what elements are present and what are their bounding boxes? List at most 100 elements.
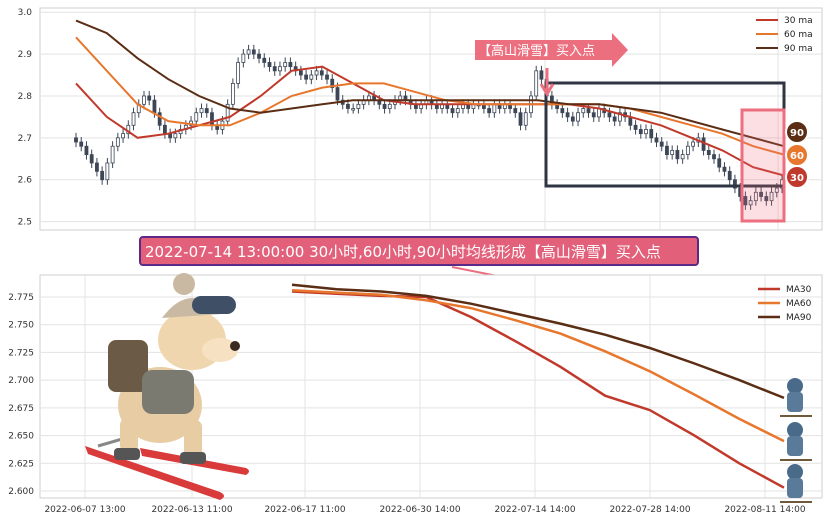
candle-body	[534, 70, 539, 97]
candle-body	[257, 53, 261, 59]
candle-body	[346, 103, 350, 109]
legend-label-60ma: 60 ma	[784, 30, 813, 40]
banner-text: 2022-07-14 13:00:00 30小时,60小时,90小时均线形成【高…	[145, 243, 661, 261]
candle-body	[518, 112, 523, 126]
ma-ytick-label: 2.750	[8, 321, 34, 331]
skier-icon	[780, 422, 812, 461]
candle-body	[225, 103, 230, 122]
candle-body	[173, 133, 178, 139]
dog-leg-back	[120, 418, 138, 452]
price-legend: 30 ma 60 ma 90 ma	[756, 16, 813, 54]
candle-body	[204, 108, 209, 114]
candle-body	[241, 53, 246, 63]
legend-label-ma60: MA60	[786, 299, 812, 309]
candle-body	[691, 141, 695, 147]
price-ma-line-30	[75, 65, 785, 177]
candle-body	[717, 158, 722, 168]
candle-body	[675, 150, 680, 160]
dog-boot-back	[114, 448, 140, 460]
ma-ytick-label: 2.775	[8, 293, 34, 303]
candle-body	[236, 62, 241, 84]
skier-head	[787, 464, 803, 480]
candle-body	[586, 108, 591, 114]
candle-body	[774, 187, 779, 193]
candle-body	[79, 141, 84, 147]
candle-body	[194, 112, 199, 122]
skier-head	[787, 422, 803, 438]
price-ytick-label: 2.6	[18, 176, 33, 186]
candle-body	[121, 133, 125, 139]
candle-body	[95, 162, 99, 172]
candle-body	[680, 154, 685, 160]
signal-banner: 2022-07-14 13:00:00 30小时,60小时,90小时均线形成【高…	[139, 236, 699, 287]
candle-body	[759, 191, 763, 197]
candle-body	[89, 154, 94, 164]
price-chart: 3.0 2.9 2.8 2.7 2.6 2.5 【高山滑雪】买入点 30 ma 60 ma…	[18, 7, 823, 231]
price-ma-lines	[75, 19, 785, 177]
dog-vest	[142, 370, 194, 414]
candle-body	[576, 112, 580, 122]
ma-ytick-label: 2.675	[8, 404, 34, 414]
dog-boot-front	[180, 452, 206, 464]
buy-point-callout: 【高山滑雪】买入点	[475, 33, 628, 97]
price-ytick-label: 2.5	[18, 218, 32, 228]
badge-90-label: 90	[790, 128, 804, 139]
candle-body	[152, 99, 157, 114]
ma-zoom-line-ma60	[291, 289, 785, 443]
candle-body	[450, 108, 455, 114]
candle-body	[272, 66, 277, 72]
skier-body	[787, 392, 803, 412]
price-plot-area	[39, 7, 823, 231]
candle-body	[733, 179, 737, 189]
candle-body	[570, 116, 575, 122]
candle-body	[743, 196, 748, 206]
candle-body	[115, 137, 120, 147]
ma-ytick-label: 2.700	[8, 376, 34, 386]
candle-body	[142, 95, 146, 105]
badge-60-label: 60	[790, 151, 804, 162]
price-ytick-label: 2.8	[18, 92, 33, 102]
ma-zoom-lines	[291, 283, 785, 489]
ma-xtick-label: 2022-06-07 13:00	[44, 505, 125, 515]
candle-body	[351, 108, 356, 111]
candle-body	[314, 70, 319, 76]
price-ma-line-90	[75, 19, 785, 148]
candle-body	[110, 145, 115, 164]
candle-body	[665, 145, 669, 156]
callout-arrow-shape	[475, 33, 628, 67]
candle-body	[581, 108, 586, 114]
ma-xtick-label: 2022-06-17 11:00	[264, 505, 345, 515]
ma-xtick-label: 2022-07-14 14:00	[494, 505, 575, 515]
candle-body	[712, 154, 716, 160]
candle-body	[199, 108, 204, 114]
candle-body	[748, 200, 753, 206]
ma-xtick-label: 2022-06-13 11:00	[151, 505, 232, 515]
skier-body	[787, 478, 803, 498]
candle-body	[330, 78, 335, 88]
candle-body	[591, 112, 596, 118]
ma-badges: 90 60 30	[785, 120, 809, 189]
ma-xtick-label: 2022-07-28 14:00	[609, 505, 690, 515]
candle-body	[319, 70, 324, 76]
candle-body	[513, 108, 518, 114]
candle-body	[309, 74, 314, 80]
candle-body	[74, 137, 78, 143]
dog-backpack	[108, 340, 148, 392]
candle-body	[706, 150, 711, 156]
callout-label: 【高山滑雪】买入点	[478, 43, 595, 59]
badge-30-circle	[785, 165, 809, 189]
dog-leg-front	[184, 420, 202, 458]
candle-body	[523, 112, 528, 126]
candle-body	[131, 112, 136, 126]
ma-y-ticks: 2.775 2.750 2.725 2.700 2.675 2.650 2.625 2.600	[8, 293, 34, 497]
candle-body	[612, 116, 617, 122]
candle-body	[617, 112, 622, 122]
ma-ytick-label: 2.650	[8, 432, 34, 442]
candle-body	[210, 112, 214, 126]
candle-body	[633, 124, 638, 130]
dog-goggles	[192, 296, 236, 314]
candle-body	[638, 129, 643, 135]
ma-ytick-label: 2.625	[8, 459, 34, 469]
candle-body	[278, 66, 282, 72]
